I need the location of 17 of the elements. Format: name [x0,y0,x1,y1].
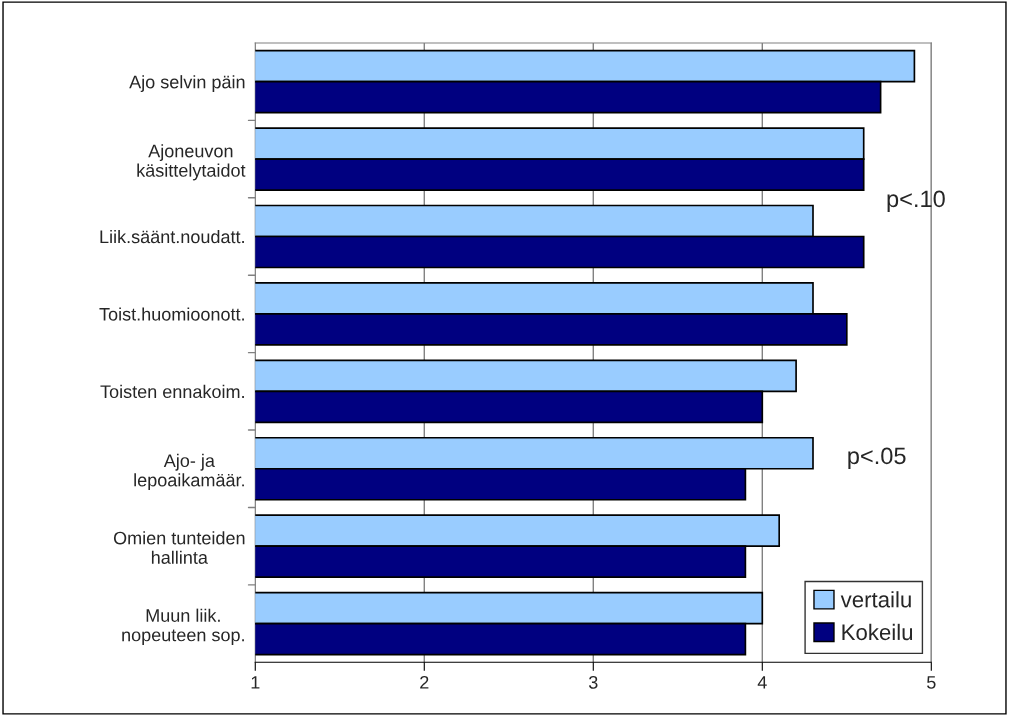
y-tick-label: Ajo selvin päin [129,75,245,92]
x-tick-label: 3 [588,675,598,689]
x-tick-label: 4 [757,676,767,689]
y-tick-label: Toisten ennakoim. [100,384,244,399]
legend-label: Kokeilu [842,623,913,641]
x-tick-label: 2 [420,675,429,689]
y-tick-label: Toist.huomioonott. [99,307,244,321]
annotation: p<.10 [887,190,945,212]
legend-label: vertailu [840,591,911,608]
annotation: p<.05 [848,447,906,469]
y-tick-label: Omien tunteiden hallinta [113,531,245,564]
x-tick-label: 1 [251,676,260,689]
x-tick-label: 5 [927,676,936,689]
y-tick-label: Ajo- ja lepoaikamäär. [134,453,244,491]
y-tick-label: Muun liik. nopeuteen sop. [122,608,244,645]
y-tick-label: Liik.säänt.noudatt. [100,229,244,244]
y-tick-label: Ajoneuvon käsittelytaidot [137,144,246,181]
